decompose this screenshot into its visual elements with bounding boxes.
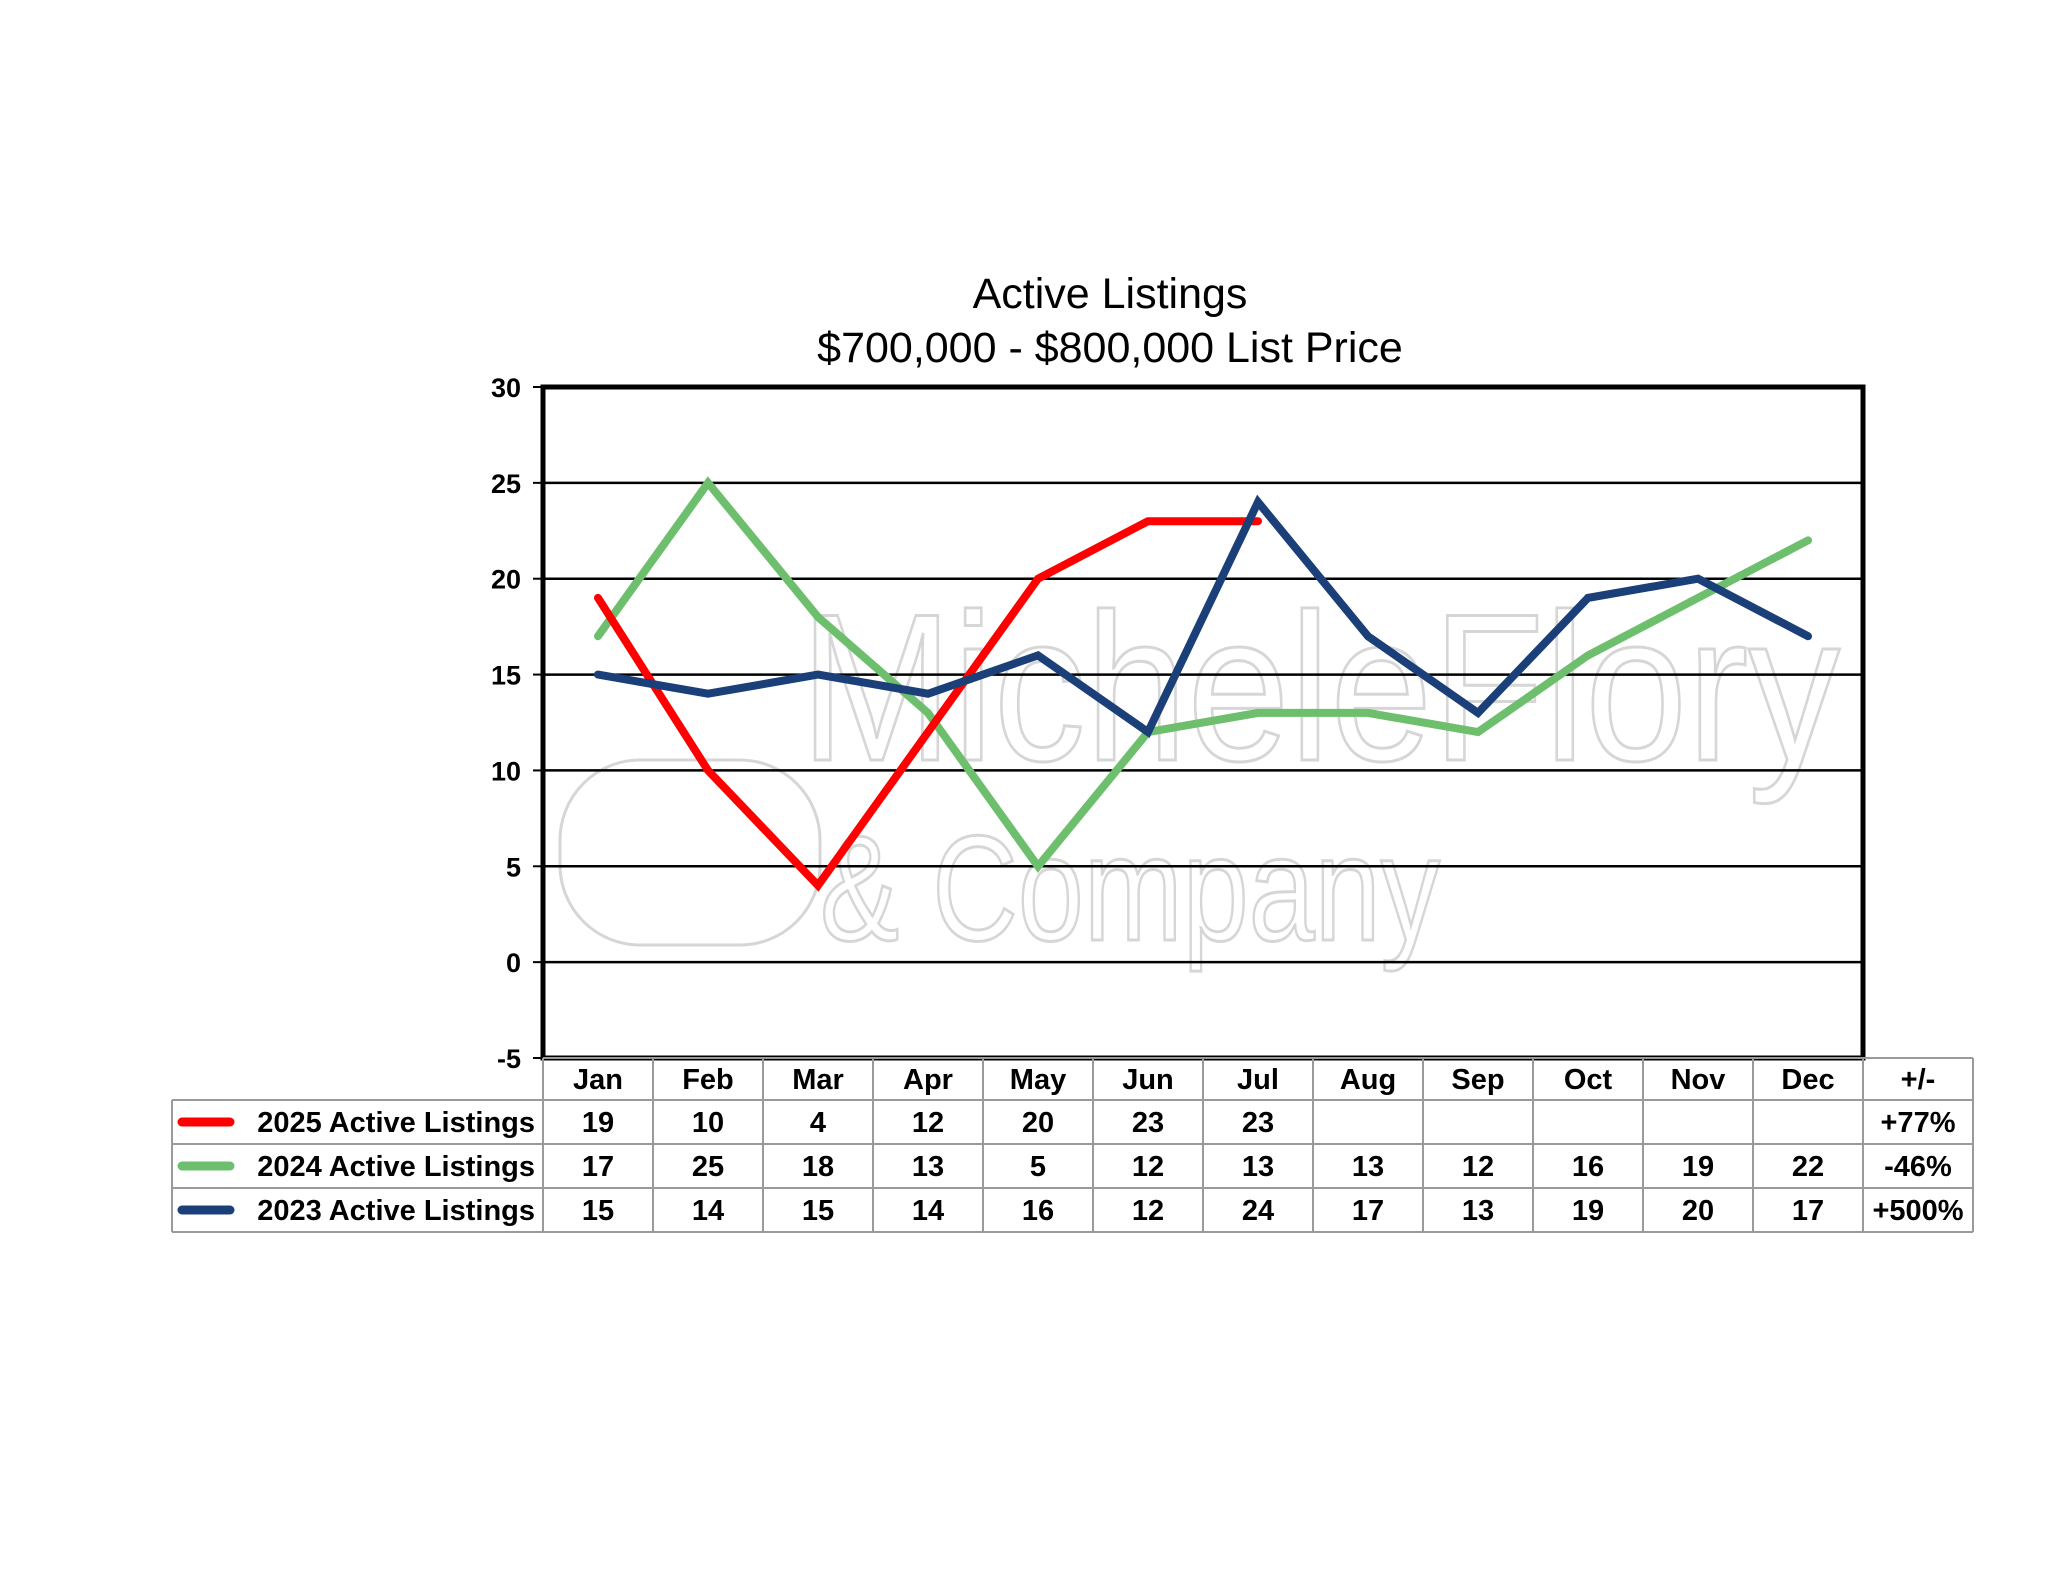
watermark-monogram (558, 758, 822, 947)
y-tick-label: 0 (506, 948, 521, 978)
data-cell: 5 (1030, 1151, 1046, 1183)
x-tick-label: Nov (1671, 1064, 1726, 1096)
series-lines (594, 476, 1812, 892)
data-cell: 10 (692, 1107, 724, 1139)
data-cell: 17 (1352, 1195, 1384, 1227)
data-cell: 13 (1462, 1195, 1494, 1227)
data-cell: 4 (810, 1107, 826, 1139)
data-cell: 23 (1132, 1107, 1164, 1139)
legend-label: 2024 Active Listings (257, 1151, 535, 1183)
x-tick-label: Aug (1340, 1064, 1396, 1096)
data-cell: 15 (802, 1195, 834, 1227)
data-cell: 17 (1792, 1195, 1824, 1227)
x-tick-label: Mar (792, 1064, 844, 1096)
change-header: +/- (1901, 1064, 1936, 1096)
data-cell: 15 (582, 1195, 614, 1227)
x-tick-label: May (1010, 1064, 1066, 1096)
y-tick-label: 5 (506, 852, 521, 882)
y-axis-ticks: 30 25 20 15 10 5 0 -5 (491, 373, 543, 1074)
change-cell: +500% (1872, 1195, 1963, 1227)
gridlines (543, 481, 1863, 964)
data-cell: 20 (1682, 1195, 1714, 1227)
data-cell: 23 (1242, 1107, 1274, 1139)
x-tick-label: Sep (1451, 1064, 1504, 1096)
x-tick-label: Feb (682, 1064, 734, 1096)
y-tick-label: 15 (491, 661, 521, 691)
x-tick-label: Dec (1781, 1064, 1834, 1096)
watermark-logo: MicheleFlory & Company (558, 569, 1842, 974)
x-tick-label: Jan (573, 1064, 623, 1096)
data-cell: 13 (912, 1151, 944, 1183)
x-tick-label: Oct (1564, 1064, 1613, 1096)
watermark-line1: MicheleFlory (800, 570, 1840, 805)
x-tick-label: Apr (903, 1064, 953, 1096)
data-cell: 18 (802, 1151, 834, 1183)
x-tick-label: Jul (1237, 1064, 1279, 1096)
legend-label: 2025 Active Listings (257, 1107, 535, 1139)
series-line-1 (594, 476, 1812, 873)
data-cell: 19 (582, 1107, 614, 1139)
y-tick-label: -5 (497, 1044, 521, 1074)
data-cell: 13 (1352, 1151, 1384, 1183)
data-cell: 13 (1242, 1151, 1274, 1183)
data-cell: 12 (1132, 1151, 1164, 1183)
data-cell: 19 (1682, 1151, 1714, 1183)
y-tick-label: 20 (491, 565, 521, 595)
chart-title: Active Listings (973, 270, 1248, 318)
chart-subtitle: $700,000 - $800,000 List Price (817, 324, 1403, 372)
data-cell: 14 (912, 1195, 944, 1227)
legend-label: 2023 Active Listings (257, 1195, 535, 1227)
data-table: Jan Feb Mar Apr May Jun Jul Aug Sep Oct Nov Dec +/- 2… (171, 1057, 1974, 1233)
change-cell: -46% (1884, 1151, 1952, 1183)
data-cell: 16 (1572, 1151, 1604, 1183)
data-cell: 22 (1792, 1151, 1824, 1183)
change-cell: +77% (1881, 1107, 1956, 1139)
data-cell: 12 (1462, 1151, 1494, 1183)
data-cell: 20 (1022, 1107, 1054, 1139)
data-cell: 16 (1022, 1195, 1054, 1227)
series-line-0 (594, 517, 1262, 892)
x-tick-label: Jun (1122, 1064, 1174, 1096)
data-cell: 12 (912, 1107, 944, 1139)
y-tick-label: 10 (491, 756, 521, 786)
data-cell: 19 (1572, 1195, 1604, 1227)
y-tick-label: 25 (491, 469, 521, 499)
data-cell: 25 (692, 1151, 724, 1183)
y-tick-label: 30 (491, 373, 521, 403)
data-cell: 17 (582, 1151, 614, 1183)
data-cell: 12 (1132, 1195, 1164, 1227)
watermark-line2: & Company (820, 804, 1440, 972)
series-line-2 (594, 494, 1812, 739)
data-cell: 24 (1242, 1195, 1274, 1227)
data-cell: 14 (692, 1195, 724, 1227)
